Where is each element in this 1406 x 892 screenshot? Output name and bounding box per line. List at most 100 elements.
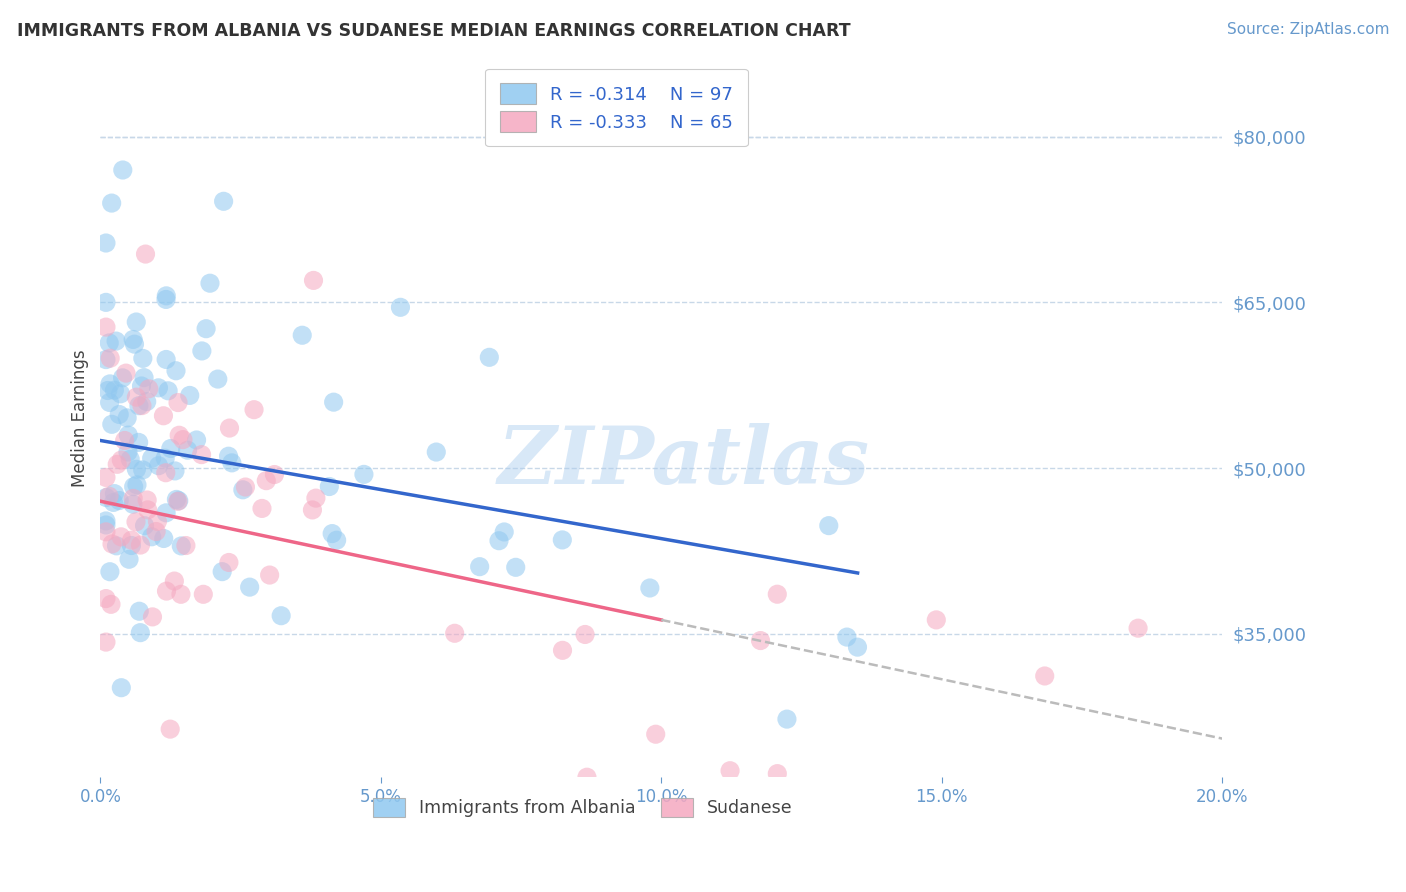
Point (129, 538, 152, 552)
Point (110, 453, 132, 467)
Point (305, 491, 328, 505)
Point (232, 483, 254, 497)
Point (167, 428, 190, 442)
Point (322, 395, 344, 409)
Point (551, 643, 574, 657)
Point (163, 574, 186, 588)
Point (94, 635, 117, 649)
Point (155, 289, 177, 303)
Point (155, 506, 177, 520)
Point (101, 537, 124, 551)
Point (94, 235, 117, 250)
Point (1126, 621, 1149, 635)
Point (325, 533, 347, 548)
Point (155, 584, 177, 599)
Point (638, 581, 661, 595)
Point (101, 417, 124, 432)
Point (749, 633, 772, 648)
Point (146, 515, 169, 529)
Point (179, 388, 201, 402)
Point (105, 458, 128, 472)
Point (110, 681, 132, 695)
Point (170, 539, 193, 553)
Point (191, 343, 214, 358)
Point (117, 428, 139, 442)
Point (193, 587, 215, 601)
Point (96, 491, 118, 505)
Point (98, 376, 121, 391)
Point (125, 462, 148, 476)
Point (129, 625, 152, 640)
Point (108, 408, 131, 422)
Point (263, 467, 285, 482)
Point (120, 452, 142, 467)
Point (302, 273, 325, 287)
Point (105, 334, 128, 348)
Point (551, 533, 574, 547)
Point (132, 463, 155, 477)
Point (125, 390, 148, 404)
Point (103, 383, 125, 397)
Point (925, 613, 948, 627)
Point (141, 530, 163, 544)
Point (817, 518, 839, 533)
Point (103, 486, 125, 500)
Point (111, 163, 134, 178)
Point (98, 489, 121, 503)
Point (186, 433, 208, 447)
Point (152, 409, 174, 423)
Point (389, 301, 412, 315)
Point (167, 395, 190, 409)
Point (103, 495, 125, 509)
Point (97, 384, 120, 398)
Point (218, 449, 240, 463)
Point (165, 492, 187, 507)
Point (835, 630, 858, 644)
Point (157, 384, 180, 398)
Point (259, 568, 281, 582)
Point (114, 434, 136, 448)
Point (172, 433, 194, 447)
Point (105, 539, 128, 553)
Point (94, 518, 117, 533)
Text: Source: ZipAtlas.com: Source: ZipAtlas.com (1226, 22, 1389, 37)
Legend: Immigrants from Albania, Sudanese: Immigrants from Albania, Sudanese (364, 789, 801, 826)
Point (766, 766, 789, 780)
Point (128, 399, 150, 413)
Point (94, 352, 117, 367)
Point (120, 539, 142, 553)
Point (128, 435, 150, 450)
Point (574, 627, 596, 641)
Point (1033, 669, 1056, 683)
Point (131, 379, 153, 393)
Point (152, 532, 174, 546)
Point (122, 333, 145, 347)
Point (100, 598, 122, 612)
Point (118, 552, 141, 566)
Point (221, 456, 243, 470)
Point (218, 421, 240, 435)
Point (488, 533, 510, 548)
Point (131, 399, 153, 413)
Point (212, 194, 235, 209)
Point (207, 372, 229, 386)
Point (321, 526, 343, 541)
Point (153, 451, 176, 466)
Point (776, 712, 799, 726)
Point (110, 386, 132, 401)
Point (94, 295, 117, 310)
Point (132, 370, 155, 384)
Point (125, 515, 148, 529)
Point (98, 395, 121, 409)
Point (111, 371, 134, 385)
Point (243, 402, 266, 417)
Point (115, 366, 138, 380)
Point (494, 524, 516, 539)
Point (443, 626, 465, 640)
Point (148, 458, 170, 473)
Point (155, 352, 177, 367)
Point (155, 293, 177, 307)
Point (134, 247, 156, 261)
Point (468, 559, 491, 574)
Point (575, 770, 598, 784)
